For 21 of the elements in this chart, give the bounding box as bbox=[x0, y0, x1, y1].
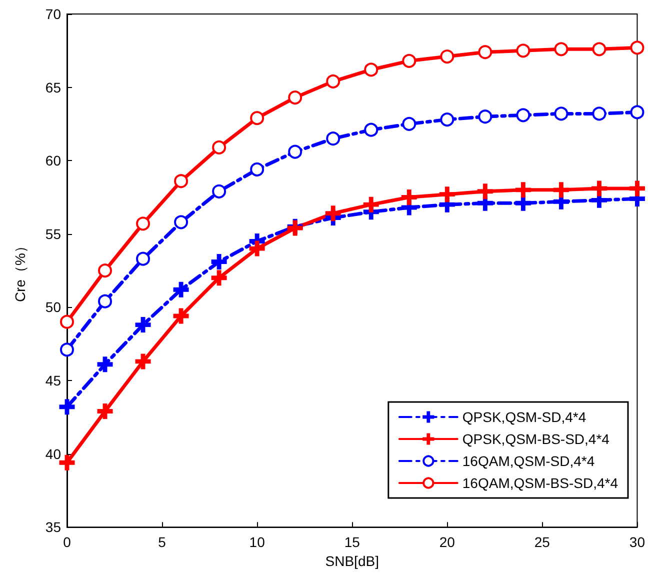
y-tick-label: 40 bbox=[45, 446, 62, 462]
x-tick-label: 10 bbox=[249, 534, 266, 550]
y-axis-title: Cre（%） bbox=[12, 239, 28, 302]
x-tick-label: 20 bbox=[439, 534, 456, 550]
x-tick-label: 25 bbox=[534, 534, 550, 550]
legend-label: QPSK,QSM-SD,4*4 bbox=[462, 409, 586, 425]
y-tick-label: 35 bbox=[45, 519, 62, 536]
y-tick-label: 50 bbox=[45, 299, 62, 316]
x-tick-label: 15 bbox=[344, 534, 360, 550]
legend-label: QPSK,QSM-BS-SD,4*4 bbox=[462, 431, 610, 447]
y-tick-label: 60 bbox=[45, 152, 62, 169]
y-tick-label: 45 bbox=[45, 372, 62, 388]
x-tick-label: 30 bbox=[629, 534, 646, 550]
y-tick-label: 70 bbox=[45, 6, 62, 22]
y-tick-label: 65 bbox=[45, 79, 62, 96]
x-tick-label: 5 bbox=[158, 534, 166, 550]
x-tick-label: 0 bbox=[63, 534, 72, 550]
legend-label: 16QAM,QSM-SD,4*4 bbox=[462, 453, 595, 469]
legend-label: 16QAM,QSM-BS-SD,4*4 bbox=[462, 475, 618, 491]
x-axis-title: SNB[dB] bbox=[325, 553, 379, 569]
y-tick-label: 55 bbox=[45, 226, 62, 242]
